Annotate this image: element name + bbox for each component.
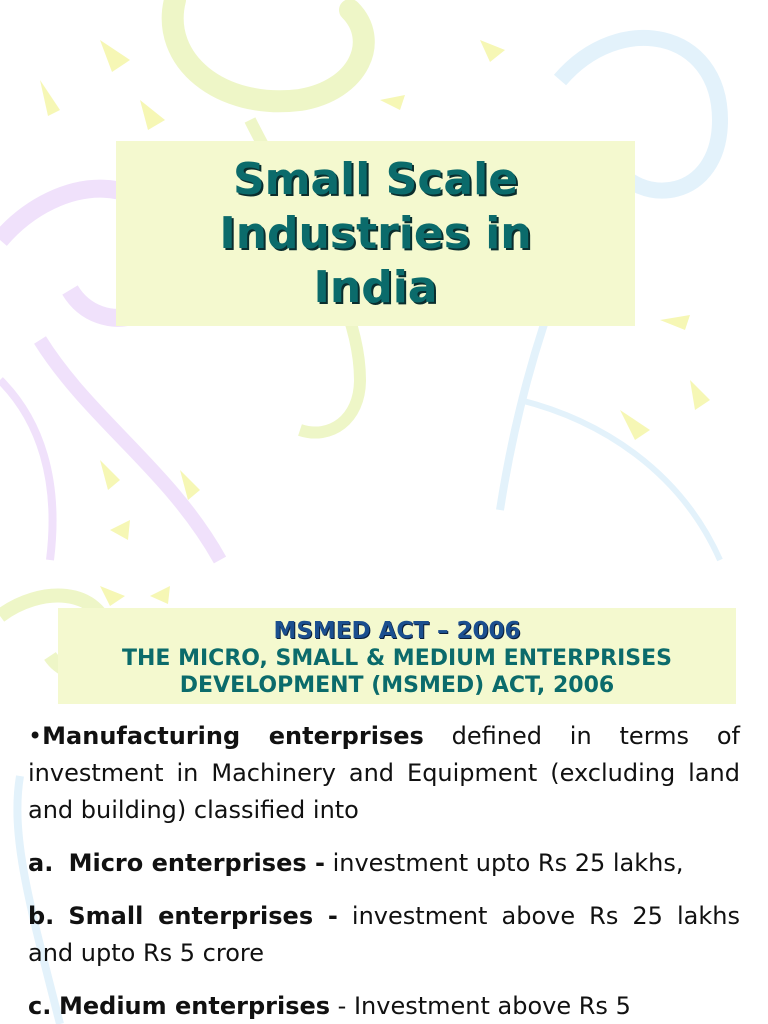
list-item-b: b. Small enterprises - investment above … <box>28 898 740 972</box>
slide-1: Small Scale Industries in India <box>0 0 729 564</box>
bullet: • <box>28 722 43 750</box>
item-marker: a. <box>28 849 54 877</box>
item-marker: b. <box>28 902 55 930</box>
act-subtitle-line-1: THE MICRO, SMALL & MEDIUM ENTERPRISES <box>122 646 672 671</box>
item-text: investment upto Rs 25 lakhs, <box>324 849 684 877</box>
slide-body: •Manufacturing enterprises defined in te… <box>28 718 740 1024</box>
intro-text: defined in terms of investment in Machin… <box>28 722 741 824</box>
act-title: MSMED ACT – 2006 <box>273 618 521 644</box>
list-item-c: c. Medium enterprises - Investment above… <box>28 988 740 1024</box>
slide-2: MSMED ACT – 2006 THE MICRO, SMALL & MEDI… <box>0 576 768 1024</box>
intro-paragraph: •Manufacturing enterprises defined in te… <box>28 718 740 829</box>
title-line-2: Industries in <box>219 207 532 259</box>
act-subtitle-line-2: DEVELOPMENT (MSMED) ACT, 2006 <box>179 673 615 698</box>
title-line-1: Small Scale <box>232 153 519 205</box>
list-item-a: a. Micro enterprises - investment upto R… <box>28 845 740 882</box>
item-bold: Medium enterprises <box>58 992 331 1020</box>
title-box: Small Scale Industries in India <box>116 141 635 326</box>
item-bold: Micro enterprises - <box>68 849 325 877</box>
item-text: - Investment above Rs 5 <box>330 992 631 1020</box>
slide-title: Small Scale Industries in India <box>209 153 541 315</box>
title-line-3: India <box>313 261 438 313</box>
act-header-box: MSMED ACT – 2006 THE MICRO, SMALL & MEDI… <box>58 608 736 704</box>
item-bold: Small enterprises - <box>68 902 338 930</box>
item-text: investment above Rs 25 lakhs and upto Rs… <box>28 902 740 967</box>
item-marker: c. <box>28 992 52 1020</box>
intro-bold: Manufacturing enterprises <box>42 722 424 750</box>
